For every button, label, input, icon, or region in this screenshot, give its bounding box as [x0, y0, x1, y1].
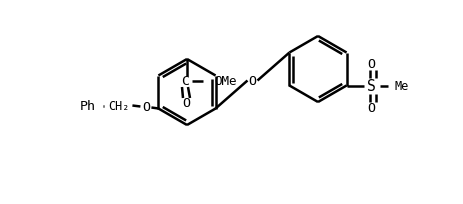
Text: OMe: OMe	[214, 75, 236, 88]
Text: O: O	[249, 75, 257, 88]
Text: S: S	[367, 79, 376, 94]
Text: CH₂: CH₂	[109, 100, 130, 112]
Text: O: O	[182, 97, 190, 110]
Text: Ph: Ph	[80, 100, 95, 112]
Text: O: O	[368, 102, 375, 114]
Text: O: O	[143, 101, 150, 113]
Text: C: C	[181, 75, 189, 88]
Text: Me: Me	[394, 80, 409, 93]
Text: O: O	[368, 58, 375, 71]
